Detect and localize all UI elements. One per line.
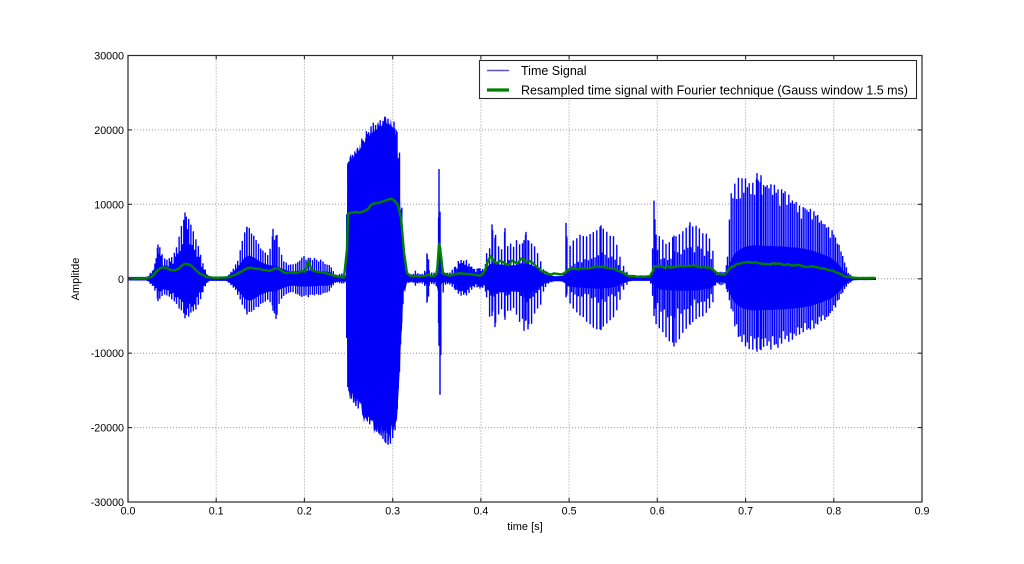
svg-text:Resampled time signal with Fou: Resampled time signal with Fourier techn…: [521, 84, 908, 98]
svg-text:time [s]: time [s]: [507, 521, 542, 533]
svg-text:0.0: 0.0: [121, 506, 136, 518]
svg-text:0.4: 0.4: [473, 506, 488, 518]
svg-text:0.1: 0.1: [209, 506, 224, 518]
svg-text:0.5: 0.5: [562, 506, 577, 518]
svg-text:0.3: 0.3: [385, 506, 400, 518]
svg-text:-30000: -30000: [91, 497, 124, 509]
svg-text:0.9: 0.9: [915, 506, 930, 518]
svg-text:Amplitde: Amplitde: [70, 258, 82, 301]
svg-text:-10000: -10000: [91, 348, 124, 360]
svg-text:0: 0: [118, 274, 124, 286]
svg-text:0.6: 0.6: [650, 506, 665, 518]
svg-text:0.7: 0.7: [738, 506, 753, 518]
svg-text:10000: 10000: [94, 199, 124, 211]
svg-text:0.8: 0.8: [826, 506, 841, 518]
svg-text:0.2: 0.2: [297, 506, 312, 518]
svg-text:20000: 20000: [94, 125, 124, 137]
svg-text:-20000: -20000: [91, 423, 124, 435]
svg-text:Time Signal: Time Signal: [521, 64, 587, 78]
svg-text:30000: 30000: [94, 51, 124, 63]
